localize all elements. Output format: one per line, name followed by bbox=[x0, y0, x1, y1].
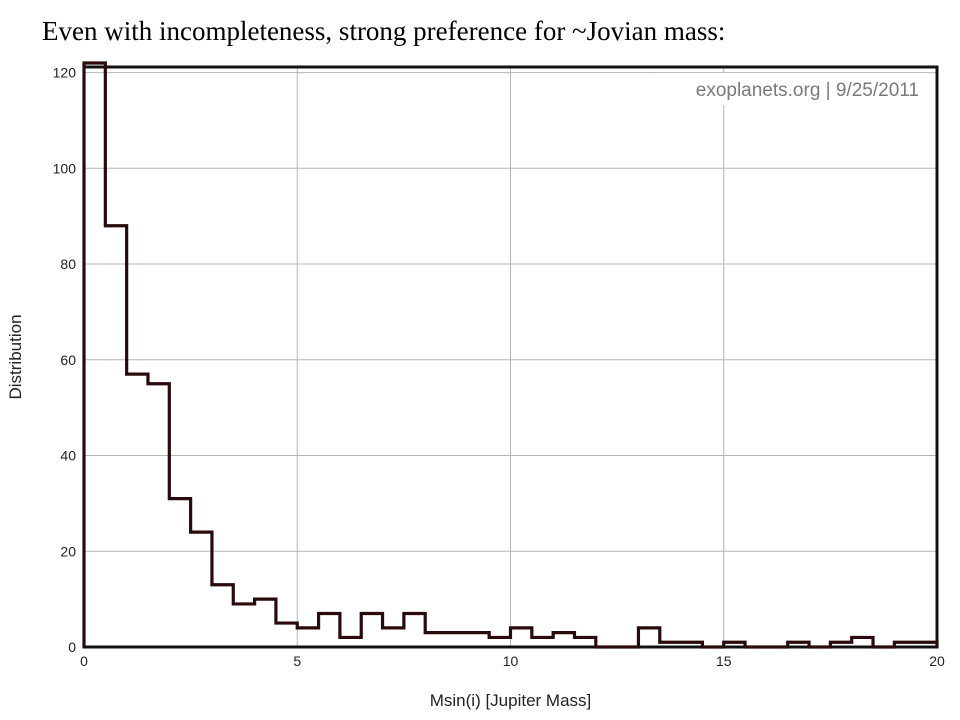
histogram-bin bbox=[447, 633, 468, 647]
x-tick-labels: 0 5 10 15 20 bbox=[80, 653, 945, 669]
y-tick-label: 40 bbox=[60, 448, 76, 464]
x-tick-label: 20 bbox=[929, 653, 945, 669]
histogram-bin bbox=[105, 226, 126, 647]
histogram-bin bbox=[212, 585, 233, 647]
histogram-bin bbox=[255, 599, 276, 647]
y-tick-label: 80 bbox=[60, 256, 76, 272]
histogram-bin bbox=[361, 613, 382, 647]
x-tick-label: 15 bbox=[716, 653, 732, 669]
histogram-bin bbox=[574, 637, 595, 647]
y-tick-label: 0 bbox=[68, 639, 76, 655]
histogram-bin bbox=[724, 642, 745, 647]
y-tick-label: 60 bbox=[60, 352, 76, 368]
histogram-bin bbox=[404, 613, 425, 647]
x-tick-label: 5 bbox=[293, 653, 301, 669]
chart-credit: exoplanets.org | 9/25/2011 bbox=[696, 80, 919, 101]
histogram-bin bbox=[276, 623, 297, 647]
histogram-bin bbox=[340, 637, 361, 647]
x-tick-label: 0 bbox=[80, 653, 88, 669]
y-tick-label: 120 bbox=[53, 65, 77, 81]
y-axis-label: Distribution bbox=[6, 314, 25, 399]
histogram-bin bbox=[191, 532, 212, 647]
histogram-bin bbox=[894, 642, 915, 647]
histogram-bin bbox=[553, 633, 574, 647]
histogram-bin bbox=[84, 63, 105, 647]
histogram-bin bbox=[489, 637, 510, 647]
histogram-bin bbox=[468, 633, 489, 647]
histogram-bin bbox=[660, 642, 681, 647]
grid-lines bbox=[84, 67, 937, 647]
x-axis-label: Msin(i) [Jupiter Mass] bbox=[430, 691, 592, 710]
histogram-bin bbox=[511, 628, 532, 647]
credit-background bbox=[655, 73, 925, 105]
histogram-bin bbox=[638, 628, 659, 647]
y-tick-labels: 0 20 40 60 80 100 120 bbox=[53, 65, 77, 655]
histogram-bin bbox=[148, 384, 169, 647]
histogram-bin bbox=[383, 628, 404, 647]
histogram-bin bbox=[169, 499, 190, 647]
y-tick-label: 100 bbox=[53, 160, 77, 176]
histogram-bin bbox=[425, 633, 446, 647]
slide-title: Even with incompleteness, strong prefere… bbox=[42, 16, 726, 46]
histogram-outline bbox=[82, 61, 939, 649]
histogram-bin bbox=[681, 642, 702, 647]
x-tick-label: 10 bbox=[503, 653, 519, 669]
histogram-bin bbox=[532, 637, 553, 647]
histogram-bin bbox=[319, 613, 340, 647]
y-tick-label: 20 bbox=[60, 543, 76, 559]
histogram-bin bbox=[297, 628, 318, 647]
histogram-bin bbox=[788, 642, 809, 647]
histogram-bin bbox=[916, 642, 937, 647]
histogram-bin bbox=[127, 374, 148, 647]
histogram-bin bbox=[830, 642, 851, 647]
histogram-bin bbox=[852, 637, 873, 647]
histogram-bin bbox=[233, 604, 254, 647]
